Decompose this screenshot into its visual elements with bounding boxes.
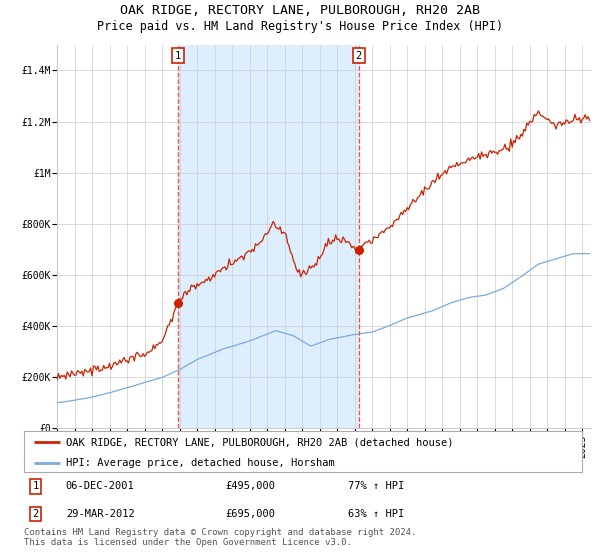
Text: OAK RIDGE, RECTORY LANE, PULBOROUGH, RH20 2AB (detached house): OAK RIDGE, RECTORY LANE, PULBOROUGH, RH2…	[66, 437, 454, 447]
Text: Contains HM Land Registry data © Crown copyright and database right 2024.
This d: Contains HM Land Registry data © Crown c…	[24, 528, 416, 547]
Text: 06-DEC-2001: 06-DEC-2001	[66, 482, 134, 492]
Text: OAK RIDGE, RECTORY LANE, PULBOROUGH, RH20 2AB: OAK RIDGE, RECTORY LANE, PULBOROUGH, RH2…	[120, 4, 480, 17]
Text: 1: 1	[175, 50, 181, 60]
Text: £495,000: £495,000	[225, 482, 275, 492]
Bar	[178, 45, 359, 428]
Text: 1: 1	[32, 482, 38, 492]
Text: 2: 2	[32, 509, 38, 519]
Text: 29-MAR-2012: 29-MAR-2012	[66, 509, 134, 519]
Text: HPI: Average price, detached house, Horsham: HPI: Average price, detached house, Hors…	[66, 458, 335, 468]
Text: Price paid vs. HM Land Registry's House Price Index (HPI): Price paid vs. HM Land Registry's House …	[97, 20, 503, 32]
Text: 2: 2	[356, 50, 362, 60]
Text: 63% ↑ HPI: 63% ↑ HPI	[347, 509, 404, 519]
Text: 77% ↑ HPI: 77% ↑ HPI	[347, 482, 404, 492]
Text: £695,000: £695,000	[225, 509, 275, 519]
